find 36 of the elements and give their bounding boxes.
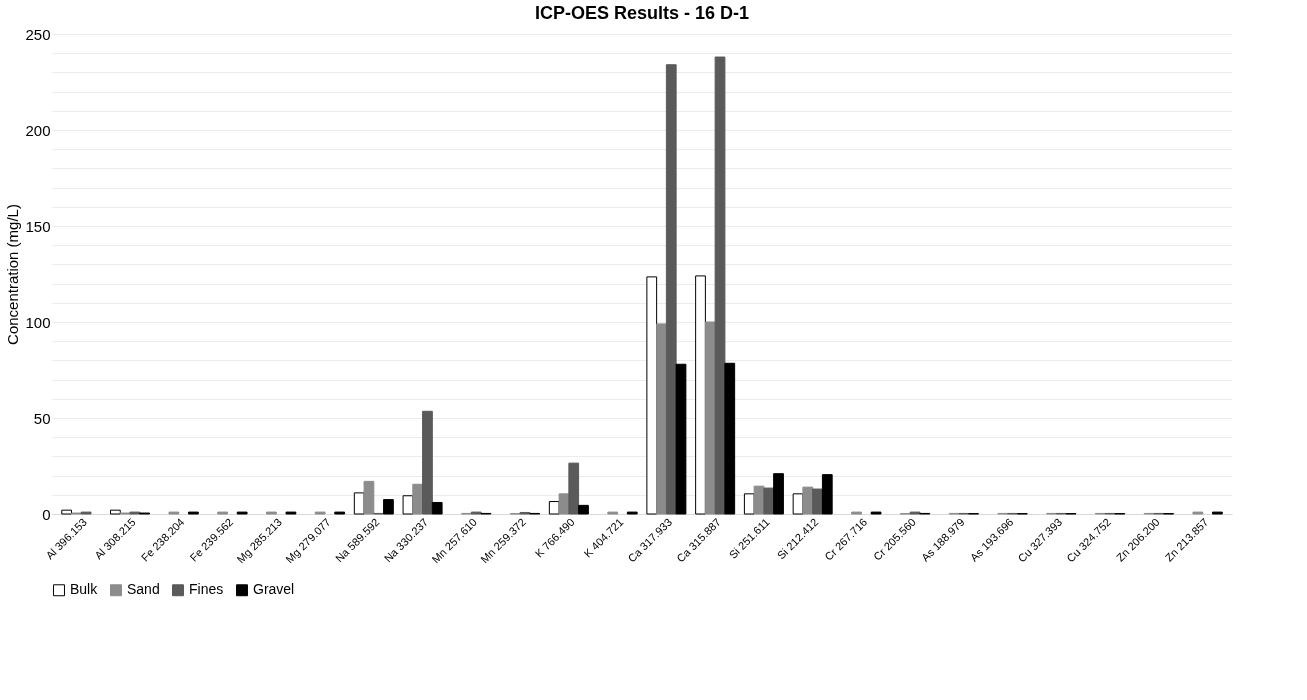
legend-label: Sand bbox=[127, 581, 160, 598]
bar bbox=[383, 499, 394, 515]
bar bbox=[363, 480, 375, 515]
bar bbox=[646, 276, 658, 515]
bar bbox=[431, 501, 443, 515]
bar bbox=[714, 56, 726, 515]
y-axis-title: Concentration (mg/L) bbox=[4, 204, 22, 345]
bar bbox=[695, 275, 706, 515]
bar bbox=[675, 363, 687, 515]
bar bbox=[753, 485, 765, 515]
bar bbox=[812, 488, 823, 515]
y-tick-label: 200 bbox=[25, 121, 51, 139]
bar bbox=[412, 483, 424, 515]
y-tick-label: 100 bbox=[25, 313, 51, 331]
y-tick-label: 50 bbox=[33, 409, 51, 427]
bar bbox=[578, 504, 589, 515]
bar bbox=[422, 410, 433, 515]
chart-title: ICP-OES Results - 16 D-1 bbox=[534, 3, 750, 23]
bar bbox=[802, 486, 814, 515]
bar bbox=[821, 474, 833, 515]
y-tick-label: 0 bbox=[42, 505, 51, 523]
bar bbox=[656, 323, 667, 515]
bar bbox=[773, 473, 784, 515]
bar bbox=[665, 64, 677, 515]
bar bbox=[558, 493, 570, 515]
y-tick-label: 150 bbox=[25, 217, 51, 235]
bar bbox=[724, 362, 736, 515]
bar bbox=[402, 495, 414, 515]
legend-label: Gravel bbox=[253, 581, 295, 598]
bar bbox=[763, 487, 775, 515]
bar bbox=[61, 509, 72, 515]
bar bbox=[568, 462, 580, 515]
y-tick-label: 250 bbox=[25, 25, 51, 43]
bar bbox=[110, 509, 121, 515]
legend-label: Fines bbox=[189, 581, 224, 598]
legend-label: Bulk bbox=[70, 581, 99, 598]
